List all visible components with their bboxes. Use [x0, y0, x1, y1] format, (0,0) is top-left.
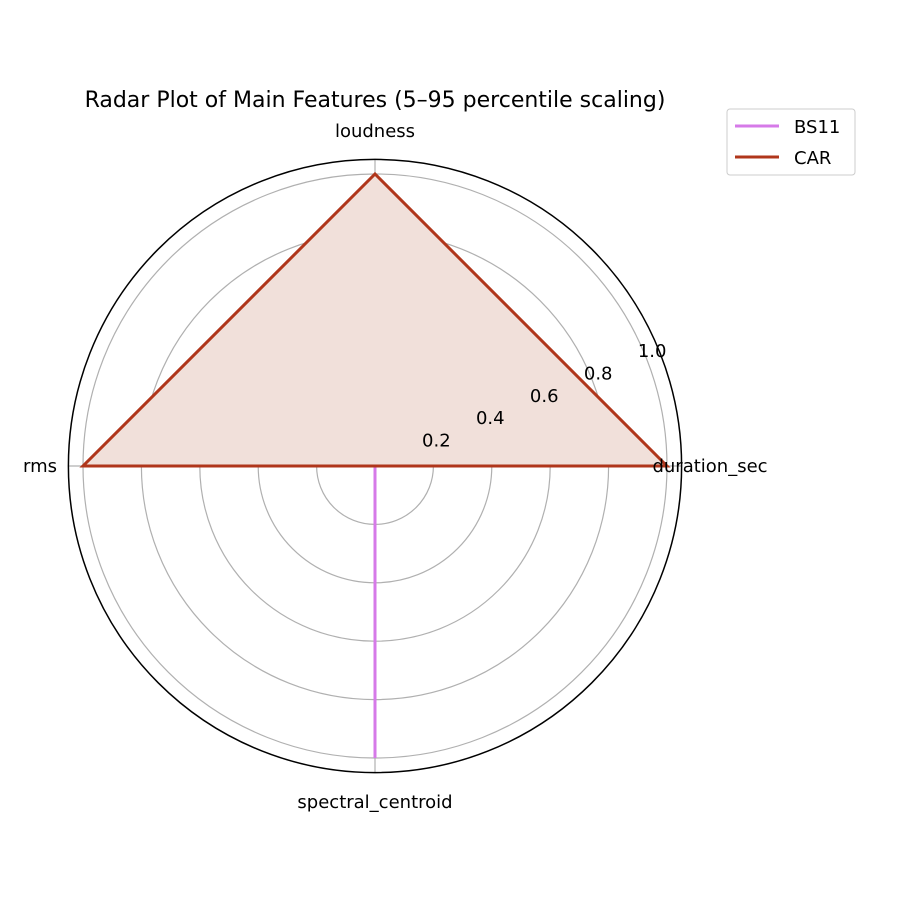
axis-label-rms: rms [23, 456, 57, 477]
axis-label-spectral-centroid: spectral_centroid [297, 792, 452, 813]
radial-tick-label: 0.2 [422, 431, 451, 452]
legend: BS11 CAR [726, 108, 856, 176]
axis-label-loudness: loudness [335, 121, 415, 142]
radial-tick-labels: 0.2 0.4 0.6 0.8 1.0 [422, 341, 666, 451]
legend-label-bs11: BS11 [794, 117, 840, 138]
radial-tick-label: 0.4 [476, 408, 505, 429]
radial-tick-label: 0.8 [584, 364, 613, 385]
chart-title: Radar Plot of Main Features (5–95 percen… [85, 88, 666, 113]
series-fill-car [83, 174, 667, 466]
data-series [79, 171, 671, 758]
legend-label-car: CAR [794, 148, 831, 169]
series-line-car [79, 171, 671, 468]
axis-labels: duration_sec loudness rms spectral_centroid [23, 121, 768, 813]
radial-tick-label: 1.0 [638, 341, 667, 362]
outer-spine [67, 158, 683, 774]
radial-tick-label: 0.6 [530, 386, 559, 407]
axis-label-duration-sec: duration_sec [652, 456, 767, 477]
